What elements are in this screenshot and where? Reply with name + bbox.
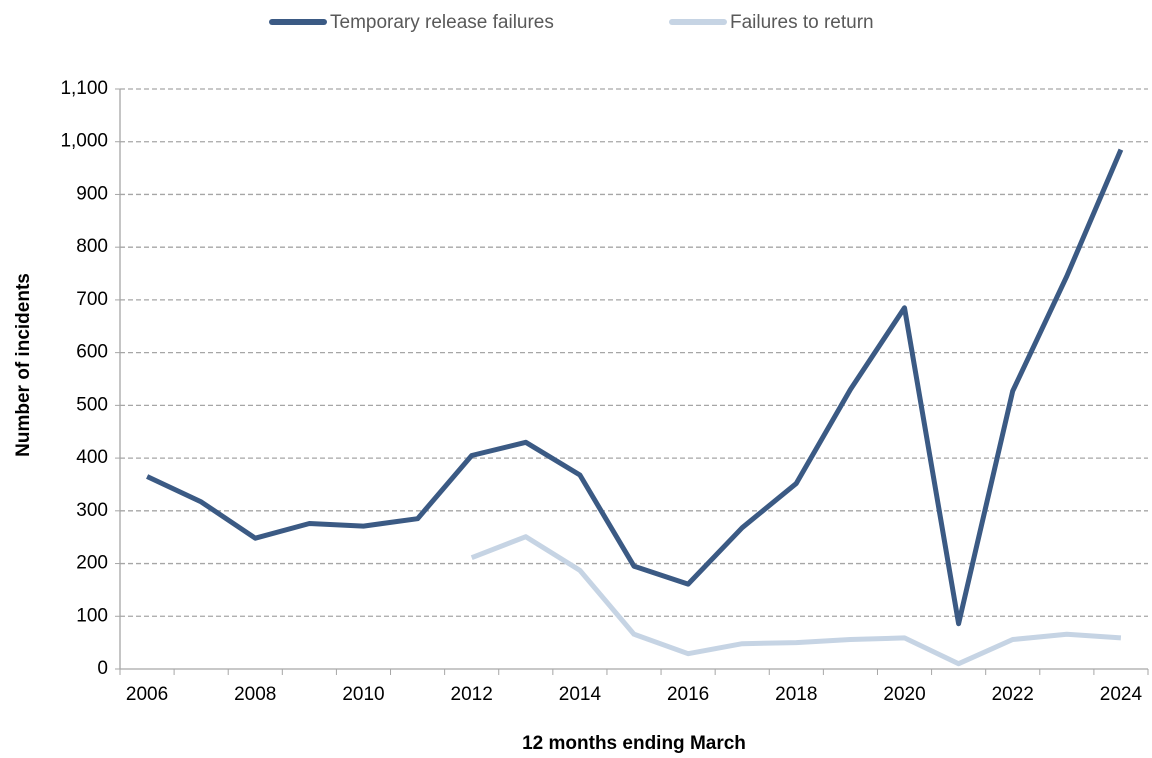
x-tick-label: 2010 bbox=[342, 684, 384, 705]
y-tick-label: 0 bbox=[97, 658, 108, 679]
y-tick-label: 800 bbox=[76, 236, 108, 257]
x-tick-label: 2022 bbox=[992, 684, 1034, 705]
y-tick-label: 200 bbox=[76, 553, 108, 574]
y-tick-label: 1,000 bbox=[60, 131, 108, 152]
y-tick-label: 400 bbox=[76, 447, 108, 468]
y-tick-label: 1,100 bbox=[60, 78, 108, 99]
y-axis-label: Number of incidents bbox=[13, 273, 34, 457]
x-tick-label: 2018 bbox=[775, 684, 817, 705]
x-tick-label: 2016 bbox=[667, 684, 709, 705]
x-tick-label: 2014 bbox=[559, 684, 602, 705]
x-tick-label: 2020 bbox=[883, 684, 925, 705]
series-line bbox=[470, 534, 1122, 667]
y-tick-label: 300 bbox=[76, 500, 108, 521]
y-tick-label: 600 bbox=[76, 342, 108, 363]
x-tick-label: 2024 bbox=[1100, 684, 1143, 705]
legend-label: Temporary release failures bbox=[330, 12, 554, 33]
y-tick-label: 500 bbox=[76, 394, 108, 415]
y-tick-label: 100 bbox=[76, 605, 108, 626]
y-tick-label: 700 bbox=[76, 289, 108, 310]
legend-label: Failures to return bbox=[730, 12, 874, 33]
y-tick-label: 900 bbox=[76, 183, 108, 204]
x-tick-label: 2012 bbox=[451, 684, 493, 705]
x-tick-label: 2008 bbox=[234, 684, 276, 705]
x-axis-label: 12 months ending March bbox=[522, 733, 746, 754]
x-tick-label: 2006 bbox=[126, 684, 168, 705]
series-line bbox=[146, 148, 1124, 627]
